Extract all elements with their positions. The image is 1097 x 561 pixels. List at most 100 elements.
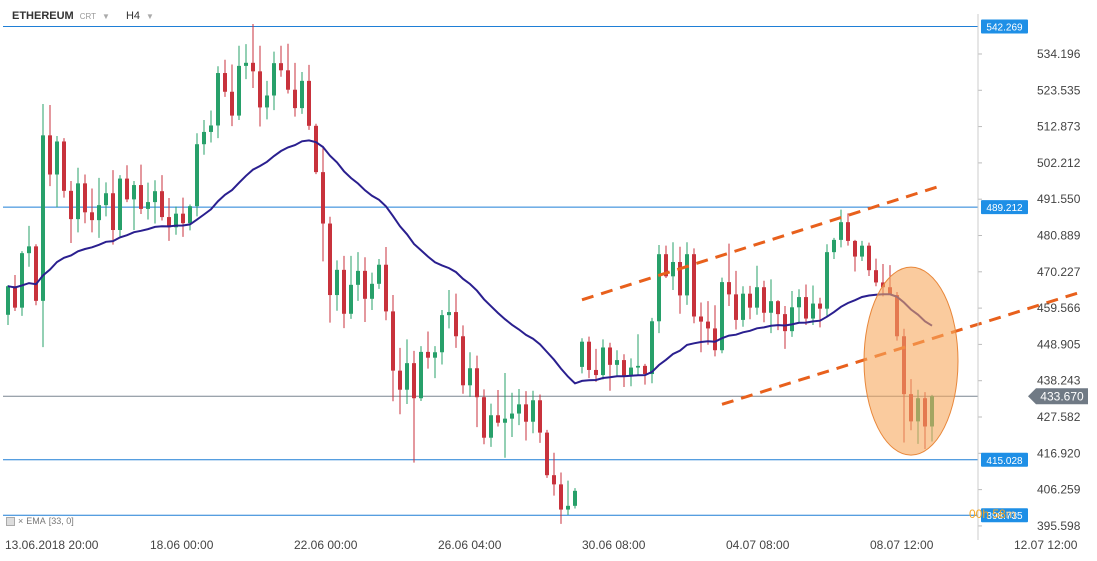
candle-body [482,397,486,438]
y-tick-label: 416.920 [1037,446,1081,460]
candle-body [699,316,703,322]
candle-body [734,294,738,320]
candle-body [517,404,521,414]
indicator-name: EMA [26,516,46,526]
candle-body [454,312,458,337]
level-label-box [981,508,1028,523]
candle-body [272,63,276,96]
x-axis: 13.06.2018 20:00 18.06 00:00 22.06 00:00 26… [5,538,1078,552]
candle-body [146,202,150,209]
candle-body [426,351,430,358]
close-icon[interactable]: × [18,516,24,526]
y-tick-label: 480.889 [1037,228,1081,242]
candle-body [251,62,255,72]
candle-body [405,363,409,390]
candle-body [153,191,157,203]
candle-body [391,311,395,371]
y-tick-label: 512.873 [1037,120,1081,134]
candle-body [594,369,598,376]
candle-body [832,239,836,253]
candle-body [90,212,94,221]
candle-body [748,293,752,308]
candle-body [286,70,290,90]
candle-body [48,135,52,175]
level-label: 398.735 [986,511,1023,522]
candle-body [76,183,80,220]
candle-body [755,287,759,308]
y-tick-label: 448.905 [1037,337,1081,351]
level-label: 542.269 [986,22,1023,33]
candle-body [195,144,199,207]
candle-body [125,178,129,200]
horizontal-levels [3,25,978,516]
candle-body [328,223,332,296]
candle-body [265,95,269,108]
candle-body [475,368,479,398]
indicator-settings-icon[interactable] [6,516,15,526]
candle-body [321,172,325,224]
timer-main: 00h 58 [969,507,1006,521]
candle-body [440,315,444,353]
candle-body [664,254,668,277]
candle-body [503,418,507,423]
candle-body [27,246,31,254]
candle-body [776,301,780,315]
chevron-down-icon[interactable]: ▼ [102,11,110,21]
candle-body [174,213,178,228]
candle-body [363,270,367,299]
channel-lines [581,184,1080,406]
y-tick-label: 395.598 [1037,519,1081,533]
y-tick-label: 502.212 [1037,156,1081,170]
candle-body [181,213,185,224]
candle-body [104,193,108,206]
candle-body [223,73,227,92]
y-tick-label: 470.227 [1037,265,1081,279]
channel-line [581,184,940,302]
candle-body [69,190,73,220]
candle-body [349,284,353,314]
y-tick-label: 427.582 [1037,410,1081,424]
candle-body [216,73,220,126]
current-price-tag [1028,388,1088,405]
candle-body [335,269,339,296]
candle-body [34,246,38,301]
candle-body [188,206,192,224]
candle-body [461,336,465,386]
candle-body [706,321,710,329]
candle-body [496,415,500,423]
candle-body [538,400,542,433]
symbol-type: CRT [79,11,97,21]
chevron-down-icon[interactable]: ▼ [146,11,154,21]
candle-body [825,252,829,309]
candle-body [433,352,437,358]
candle-body [83,183,87,213]
candle-body [237,65,241,116]
candle-body [258,71,262,108]
candle-body [118,178,122,231]
y-tick-label: 534.196 [1037,47,1081,61]
candle-body [846,222,850,241]
candle-body [678,262,682,296]
candle-body [377,264,381,284]
indicator-legend[interactable]: × EMA [33, 0] [6,516,74,526]
candle-body [55,141,59,175]
y-tick-label: 438.243 [1037,374,1081,388]
symbol-name[interactable]: ETHEREUM [12,10,74,22]
candle-body [524,404,528,422]
candle-body [650,321,654,375]
x-tick-label: 13.06.2018 20:00 [5,538,99,552]
candle-body [783,314,787,332]
candle-body [867,245,871,271]
candles [6,24,934,524]
timeframe-selector[interactable]: H4 [125,10,141,22]
candle-body [657,254,661,322]
candle-body [636,365,640,368]
candle-body [20,253,24,308]
level-label-box [981,19,1028,34]
candle-body [608,347,612,365]
candle-body [853,240,857,257]
candle-body [244,62,248,66]
candle-body [412,363,416,399]
candle-body [419,351,423,399]
